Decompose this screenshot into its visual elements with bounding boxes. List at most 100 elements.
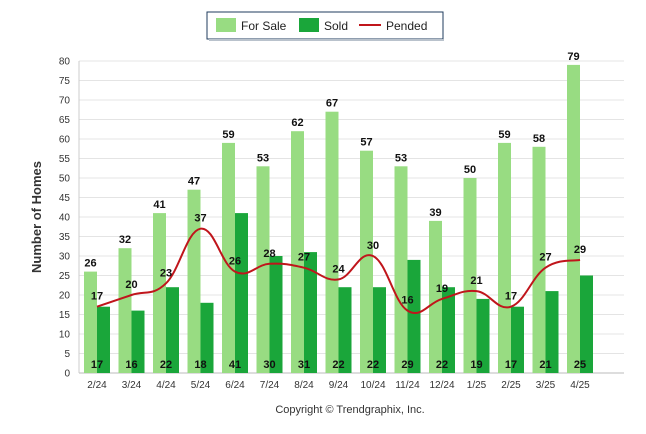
x-tick-label: 2/24 (87, 380, 107, 391)
y-axis-ticks: 0 5 10 15 20 25 30 35 40 45 50 55 60 65 70 75 80 (59, 57, 71, 380)
y-tick-label: 30 (59, 252, 71, 263)
x-tick-label: 12/24 (429, 380, 454, 391)
label-sold: 22 (436, 359, 448, 371)
label-sold: 41 (229, 359, 241, 371)
label-pended: 17 (505, 291, 517, 303)
label-sold: 21 (539, 359, 551, 371)
y-tick-label: 20 (59, 291, 71, 302)
x-tick-label: 5/24 (191, 380, 211, 391)
label-sold: 17 (91, 359, 103, 371)
bar-sold (338, 287, 352, 373)
bar-sold (545, 291, 559, 373)
x-tick-label: 9/24 (329, 380, 349, 391)
x-tick-label: 7/24 (260, 380, 280, 391)
x-tick-label: 1/25 (467, 380, 487, 391)
bar-for-sale (498, 142, 511, 373)
label-sold: 22 (160, 359, 172, 371)
bar-for-sale (360, 150, 373, 373)
label-for-sale: 62 (291, 117, 303, 129)
y-tick-label: 35 (59, 232, 71, 243)
legend-swatch-sold (299, 18, 319, 32)
label-pended: 37 (194, 213, 206, 225)
bar-for-sale (222, 142, 235, 373)
bar-sold (97, 306, 110, 373)
label-pended: 26 (229, 256, 241, 268)
label-pended: 30 (367, 240, 379, 252)
label-for-sale: 53 (257, 152, 269, 164)
legend-label-for-sale: For Sale (241, 19, 287, 33)
x-tick-label: 2/25 (501, 380, 521, 391)
label-for-sale: 39 (429, 207, 441, 219)
label-sold: 18 (194, 359, 206, 371)
x-tick-label: 11/24 (395, 380, 420, 391)
y-tick-label: 45 (59, 193, 71, 204)
label-pended: 27 (539, 252, 551, 264)
bar-sold (511, 306, 524, 373)
label-sold: 25 (574, 359, 586, 371)
y-tick-label: 25 (59, 271, 71, 282)
label-for-sale: 26 (84, 258, 96, 270)
bar-for-sale (84, 271, 97, 373)
label-for-sale: 47 (188, 176, 200, 188)
bar-for-sale (463, 178, 477, 373)
x-tick-label: 10/24 (360, 380, 385, 391)
legend-label-pended: Pended (386, 19, 427, 33)
label-for-sale: 53 (395, 152, 407, 164)
label-for-sale: 79 (567, 51, 579, 63)
label-sold: 16 (125, 359, 137, 371)
y-tick-label: 40 (59, 213, 71, 224)
x-tick-label: 8/24 (294, 380, 314, 391)
y-tick-label: 15 (59, 310, 71, 321)
pended-line (96, 227, 581, 314)
label-pended: 19 (436, 283, 448, 295)
bar-for-sale (325, 111, 339, 373)
bar-sold (373, 287, 386, 373)
y-tick-label: 75 (59, 76, 71, 87)
label-sold: 22 (332, 359, 344, 371)
label-for-sale: 58 (533, 133, 545, 145)
bar-sold (580, 275, 593, 373)
y-axis-label: Number of Homes (29, 161, 44, 273)
x-tick-label: 3/25 (536, 380, 556, 391)
copyright-text: Copyright © Trendgraphix, Inc. (275, 404, 424, 416)
value-labels: 26 17 17 32 16 20 41 22 23 47 18 37 59 41 26 53 30 28 62 31… (84, 51, 586, 371)
bar-for-sale (567, 64, 580, 374)
x-tick-label: 6/24 (225, 380, 245, 391)
label-sold: 19 (470, 359, 482, 371)
y-tick-label: 55 (59, 154, 71, 165)
label-pended: 23 (160, 267, 172, 279)
y-tick-label: 0 (64, 369, 70, 380)
label-sold: 30 (263, 359, 275, 371)
label-pended: 28 (263, 248, 275, 260)
bar-sold (131, 310, 145, 373)
bars (84, 64, 593, 374)
label-pended: 20 (125, 279, 137, 291)
legend-label-sold: Sold (324, 19, 348, 33)
label-for-sale: 32 (119, 234, 131, 246)
label-for-sale: 57 (360, 137, 372, 149)
bar-for-sale (532, 146, 546, 373)
bar-sold (269, 256, 283, 373)
bar-sold (407, 259, 421, 373)
legend: For Sale Sold Pended (206, 11, 444, 41)
label-for-sale: 41 (153, 199, 165, 211)
bar-sold (304, 252, 317, 373)
y-tick-label: 60 (59, 135, 71, 146)
label-for-sale: 59 (222, 129, 234, 141)
bar-sold (200, 302, 214, 373)
bar-for-sale (153, 213, 166, 373)
bar-sold (235, 213, 248, 373)
x-tick-label: 3/24 (122, 380, 142, 391)
y-tick-label: 80 (59, 57, 71, 68)
bar-for-sale (291, 131, 304, 373)
y-tick-label: 65 (59, 115, 71, 126)
bar-sold (476, 298, 490, 373)
y-tick-label: 70 (59, 96, 71, 107)
pended-line-path (96, 227, 581, 314)
bar-for-sale (394, 166, 408, 373)
label-sold: 29 (401, 359, 413, 371)
label-for-sale: 50 (464, 164, 476, 176)
x-tick-label: 4/25 (570, 380, 590, 391)
